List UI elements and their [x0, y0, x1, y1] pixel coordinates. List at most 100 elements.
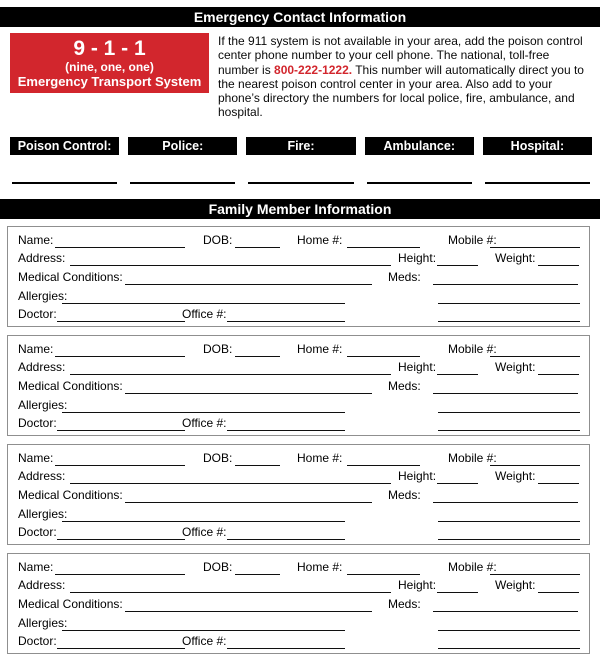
home-phone-line [347, 573, 420, 575]
meds-continued-line [438, 520, 580, 522]
height-label: Height: [398, 251, 437, 266]
mobile-phone-line [490, 355, 580, 357]
doctor-line [57, 648, 185, 650]
weight-label: Weight: [495, 251, 536, 266]
mobile-phone-label: Mobile #: [448, 559, 497, 574]
doctor-label: Doctor: [18, 634, 57, 649]
allergies-extra-line [182, 411, 345, 413]
page-title: Emergency Contact Information [193, 9, 407, 25]
medical-row: Medical Conditions: Meds: [18, 487, 580, 506]
meds-line [433, 392, 578, 394]
weight-line [538, 265, 579, 267]
poison-control-phone-line [10, 182, 119, 184]
dob-line [235, 246, 280, 248]
height-line [437, 592, 478, 594]
weight-line [538, 483, 579, 485]
contact-label-poison-control: Poison Control: [10, 136, 120, 155]
allergies-row: Allergies: [18, 288, 580, 307]
dob-line [235, 464, 280, 466]
address-label: Address: [18, 360, 66, 375]
mobile-phone-line [490, 246, 580, 248]
contact-label-ambulance: Ambulance: [364, 136, 474, 155]
meds-continued-line-2 [438, 539, 580, 541]
allergies-line [62, 520, 185, 522]
doctor-row: Doctor: Office #: [18, 633, 580, 652]
allergies-line [62, 411, 185, 413]
home-phone-label: Home #: [297, 232, 343, 247]
meds-label: Meds: [388, 487, 421, 502]
meds-line [433, 283, 578, 285]
family-member-block: Name: DOB: Home #: Mobile #: Address: He… [7, 443, 590, 545]
name-row: Name: DOB: Home #: Mobile #: [18, 559, 580, 578]
address-label: Address: [18, 578, 66, 593]
office-phone-line [227, 648, 345, 650]
allergies-row: Allergies: [18, 615, 580, 634]
medical-conditions-line [125, 501, 372, 503]
office-phone-label: Office #: [182, 634, 227, 649]
doctor-line [57, 539, 185, 541]
medical-conditions-label: Medical Conditions: [18, 269, 123, 284]
address-row: Address: Height: Weight: [18, 577, 580, 596]
meds-continued-line-2 [438, 321, 580, 323]
medical-conditions-label: Medical Conditions: [18, 487, 123, 502]
911-number: 9 - 1 - 1 [73, 37, 146, 60]
emergency-911-panel: 9 - 1 - 1 (nine, one, one) Emergency Tra… [10, 33, 209, 93]
meds-continued-line [438, 411, 580, 413]
home-phone-label: Home #: [297, 559, 343, 574]
height-line [437, 265, 478, 267]
allergies-label: Allergies: [18, 397, 68, 412]
address-line [70, 265, 391, 267]
medical-row: Medical Conditions: Meds: [18, 378, 580, 397]
medical-conditions-line [125, 392, 372, 394]
doctor-line [57, 321, 185, 323]
911-words: (nine, one, one) [65, 60, 154, 74]
medical-conditions-label: Medical Conditions: [18, 378, 123, 393]
doctor-label: Doctor: [18, 525, 57, 540]
address-row: Address: Height: Weight: [18, 359, 580, 378]
medical-row: Medical Conditions: Meds: [18, 269, 580, 288]
weight-label: Weight: [495, 360, 536, 375]
family-blocks-container: Name: DOB: Home #: Mobile #: Address: He… [0, 225, 600, 654]
doctor-row: Doctor: Office #: [18, 524, 580, 543]
family-member-block: Name: DOB: Home #: Mobile #: Address: He… [7, 334, 590, 436]
911-subtitle: Emergency Transport System [17, 74, 202, 89]
name-row: Name: DOB: Home #: Mobile #: [18, 450, 580, 469]
contact-label-police: Police: [128, 136, 238, 155]
instructions-text-after: This number will automatically direct yo… [218, 62, 584, 120]
home-phone-label: Home #: [297, 450, 343, 465]
home-phone-line [347, 246, 420, 248]
dob-label: DOB: [203, 450, 233, 465]
name-row: Name: DOB: Home #: Mobile #: [18, 341, 580, 360]
allergies-extra-line [182, 302, 345, 304]
allergies-row: Allergies: [18, 397, 580, 416]
allergies-label: Allergies: [18, 506, 68, 521]
mobile-phone-label: Mobile #: [448, 450, 497, 465]
mobile-phone-line [490, 464, 580, 466]
fire-phone-line [246, 182, 355, 184]
dob-line [235, 355, 280, 357]
allergies-label: Allergies: [18, 288, 68, 303]
allergies-line [62, 302, 185, 304]
address-line [70, 592, 391, 594]
meds-label: Meds: [388, 596, 421, 611]
meds-continued-line-2 [438, 430, 580, 432]
height-line [437, 374, 478, 376]
doctor-label: Doctor: [18, 307, 57, 322]
medical-conditions-line [125, 610, 372, 612]
mobile-phone-label: Mobile #: [448, 232, 497, 247]
meds-continued-line-2 [438, 648, 580, 650]
name-line [55, 573, 185, 575]
office-phone-label: Office #: [182, 307, 227, 322]
meds-label: Meds: [388, 378, 421, 393]
mobile-phone-label: Mobile #: [448, 341, 497, 356]
allergies-extra-line [182, 520, 345, 522]
family-section-title: Family Member Information [208, 200, 392, 217]
dob-line [235, 573, 280, 575]
address-label: Address: [18, 251, 66, 266]
office-phone-line [227, 321, 345, 323]
address-row: Address: Height: Weight: [18, 250, 580, 269]
contact-label-hospital: Hospital: [482, 136, 593, 155]
home-phone-line [347, 355, 420, 357]
meds-continued-line [438, 629, 580, 631]
allergies-line [62, 629, 185, 631]
